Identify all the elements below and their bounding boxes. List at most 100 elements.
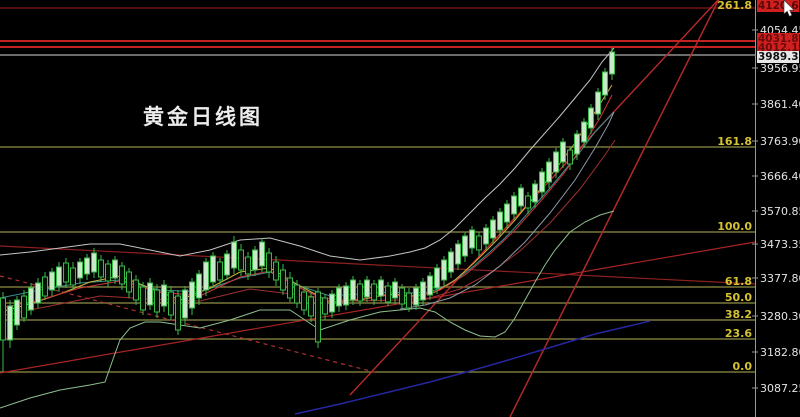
candle-body: [126, 271, 132, 293]
candle-body: [238, 249, 244, 271]
axis-price-label: 4054.45: [760, 24, 800, 37]
candle-body: [420, 281, 426, 301]
candle-body: [231, 241, 237, 269]
candle-body: [308, 296, 314, 317]
candle-body: [511, 195, 517, 215]
candle-body: [161, 284, 167, 307]
candle-body: [301, 291, 307, 311]
candle-body: [462, 235, 468, 257]
candle-body: [77, 261, 83, 279]
axis-price-label: 3473.35: [760, 238, 800, 251]
candle-body: [133, 279, 139, 301]
candle-body: [364, 279, 370, 298]
candle-body: [350, 279, 356, 301]
candle-body: [252, 249, 258, 271]
candle-body: [98, 259, 104, 278]
candle-body: [119, 265, 125, 285]
axis-price-label: 3087.25: [760, 382, 800, 395]
axis-price-badge: 3989.30: [757, 51, 800, 63]
candle-body: [140, 286, 146, 311]
candle-body: [483, 227, 489, 245]
candle-body: [385, 285, 391, 303]
fib-level-label-0.0: 0.0: [732, 360, 753, 373]
candle-body: [280, 269, 286, 291]
axis-price-label: 3861.40: [760, 98, 800, 111]
candle-body: [609, 51, 615, 75]
candle-body: [329, 293, 335, 313]
trend-line: [0, 275, 379, 374]
fib-level-label-38.2: 38.2: [724, 308, 752, 321]
candle-body: [553, 151, 559, 173]
candle-body: [567, 149, 573, 165]
candle-body: [49, 271, 55, 291]
candle-body: [147, 282, 153, 306]
upper-bollinger-band: [0, 47, 615, 261]
candle-body: [0, 297, 6, 341]
candle-body: [189, 281, 195, 309]
chart-title: 黄金日线图: [143, 105, 263, 129]
candle-body: [539, 171, 545, 193]
candle-body: [175, 295, 181, 331]
fib-level-label-50.0: 50.0: [724, 291, 752, 304]
candle-body: [63, 262, 69, 283]
candle-body: [210, 255, 216, 283]
axis-price-label: 3182.80: [760, 346, 800, 359]
candle-body: [560, 141, 566, 163]
candle-body: [490, 219, 496, 239]
candle-body: [217, 261, 223, 281]
candle-body: [406, 292, 412, 309]
candle-body: [525, 195, 531, 209]
candle-body: [273, 261, 279, 281]
candle-body: [224, 253, 230, 276]
candle-body: [448, 251, 454, 273]
candle-body: [378, 279, 384, 297]
candle-body: [182, 289, 188, 319]
trend-line: [0, 241, 756, 374]
candle-body: [287, 277, 293, 299]
candle-body: [546, 161, 552, 183]
candle-body: [168, 291, 174, 316]
candle-body: [574, 133, 580, 155]
candle-body: [112, 259, 118, 279]
candle-body: [35, 282, 41, 304]
axis-price-label: 3377.80: [760, 272, 800, 285]
candle-body: [476, 235, 482, 251]
fib-level-label-61.8: 61.8: [724, 275, 752, 288]
candle-body: [21, 295, 27, 319]
candle-body: [266, 252, 272, 273]
candle-body: [105, 263, 111, 282]
candle-body: [28, 287, 34, 311]
candle-body: [14, 299, 20, 326]
fib-level-label-23.6: 23.6: [724, 327, 752, 340]
candle-body: [455, 243, 461, 265]
candle-body: [294, 284, 300, 304]
candle-body: [91, 252, 97, 273]
candle-body: [336, 287, 342, 307]
mouse-cursor: [783, 0, 795, 17]
candle-body: [70, 267, 76, 286]
gray-moving-average: [399, 111, 615, 310]
candle-body: [427, 275, 433, 296]
candle-body: [504, 203, 510, 223]
candle-body: [84, 257, 90, 275]
candle-body: [532, 183, 538, 203]
candle-body: [392, 281, 398, 299]
candle-body: [497, 211, 503, 231]
candle-body: [315, 291, 321, 343]
fib-level-label-161.8: 161.8: [717, 135, 752, 148]
blue-long-moving-average: [294, 320, 651, 415]
fib-level-label-261.8: 261.8: [717, 0, 752, 12]
trend-line: [509, 0, 720, 417]
candle-body: [399, 287, 405, 305]
candle-body: [203, 261, 209, 291]
candle-body: [343, 285, 349, 306]
trend-line: [0, 245, 756, 285]
candle-body: [518, 187, 524, 207]
fib-level-label-100.0: 100.0: [717, 220, 752, 233]
candle-body: [581, 121, 587, 143]
candle-body: [595, 91, 601, 115]
axis-price-label: 3570.85: [760, 205, 800, 218]
candle-body: [259, 241, 265, 267]
